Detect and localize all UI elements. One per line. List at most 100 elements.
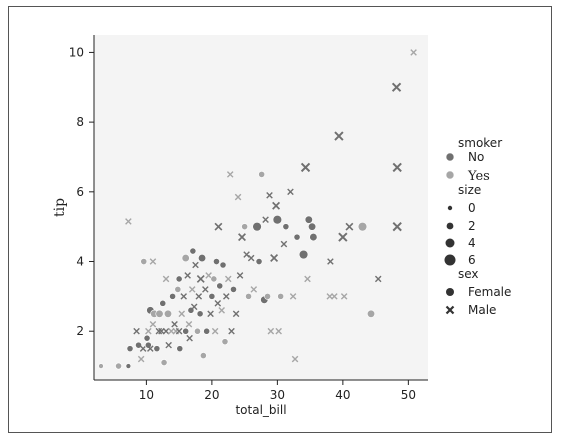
x-ticks: 10 20 30 40 50: [139, 380, 416, 402]
data-point-female: [309, 233, 318, 242]
data-point-male: [165, 341, 172, 349]
legend-title-sex: sex: [458, 267, 479, 281]
data-point-female: [98, 363, 104, 369]
data-point-male: [195, 293, 203, 300]
data-point-male: [175, 327, 183, 335]
data-point-male: [270, 254, 279, 263]
x-tick-label: 50: [401, 388, 416, 402]
data-point-female: [196, 310, 204, 318]
data-point-female: [194, 327, 201, 335]
legend-label-size-6: 6: [468, 253, 476, 267]
data-point-female: [143, 334, 151, 342]
y-ticks: 2 4 6 8 10: [69, 45, 94, 338]
data-point-male: [327, 258, 334, 265]
data-point-male: [125, 218, 132, 225]
data-point-female: [153, 345, 161, 353]
y-tick-label: 8: [76, 115, 84, 129]
data-point-female: [203, 327, 211, 335]
legend-title-smoker: smoker: [458, 136, 502, 150]
legend-label-female: Female: [468, 285, 511, 299]
data-point-male: [338, 232, 348, 242]
data-point-female: [221, 338, 229, 346]
data-point-male: [250, 286, 258, 293]
data-point-male: [236, 272, 244, 279]
data-point-male: [234, 193, 242, 201]
legend-marker-size-4: [445, 238, 455, 248]
data-point-male: [340, 293, 348, 300]
data-point-female: [159, 299, 167, 307]
legend-label-yes: Yes: [467, 169, 490, 184]
data-point-male: [275, 327, 282, 335]
data-point-male: [267, 327, 275, 335]
y-tick-label: 2: [76, 324, 84, 338]
data-point-male: [192, 261, 199, 269]
legend-title-size: size: [458, 183, 481, 197]
data-point-male: [374, 275, 382, 283]
legend-label-no: No: [468, 150, 484, 164]
data-point-female: [213, 258, 220, 265]
data-points: [98, 49, 417, 370]
data-point-male: [205, 272, 212, 279]
data-point-female: [219, 261, 227, 269]
data-point-female: [264, 292, 271, 300]
data-point-female: [208, 292, 216, 300]
data-point-male: [137, 355, 145, 363]
data-point-female: [366, 309, 376, 318]
legend: smoker No Yes size 0 2 4 6 sex Female Ma…: [444, 136, 511, 317]
legend-label-size-0: 0: [468, 201, 476, 215]
data-point-male: [247, 254, 255, 262]
data-point-female: [216, 282, 224, 290]
data-point-male: [300, 162, 311, 173]
data-point-male: [410, 49, 417, 56]
data-point-female: [126, 345, 134, 353]
data-point-male: [392, 162, 402, 173]
data-point-male: [188, 286, 196, 293]
data-point-male: [228, 327, 235, 335]
data-point-male: [243, 251, 250, 258]
data-point-female: [155, 309, 164, 318]
data-point-male: [304, 275, 311, 283]
data-point-male: [147, 345, 154, 352]
data-point-male: [289, 293, 297, 300]
data-point-female: [252, 221, 262, 232]
data-point-female: [160, 359, 168, 366]
x-axis-label: total_bill: [235, 403, 286, 417]
data-point-male: [186, 334, 193, 342]
data-point-female: [308, 222, 317, 231]
data-point-female: [272, 214, 283, 225]
data-point-male: [145, 327, 152, 335]
data-point-male: [171, 320, 178, 328]
data-point-female: [258, 170, 266, 178]
data-point-male: [155, 327, 163, 335]
data-point-male: [214, 222, 223, 231]
data-point-female: [241, 223, 249, 231]
data-point-male: [287, 188, 294, 196]
data-point-female: [199, 352, 207, 360]
data-point-female: [144, 341, 152, 349]
legend-label-size-4: 4: [468, 236, 476, 250]
data-point-male: [190, 303, 198, 311]
legend-marker-yes: [445, 170, 455, 180]
data-point-male: [149, 258, 157, 265]
x-tick-label: 20: [204, 388, 219, 402]
data-point-female: [189, 247, 197, 255]
y-tick-label: 4: [76, 255, 84, 269]
data-point-male: [266, 192, 273, 199]
data-point-female: [140, 258, 148, 265]
data-point-male: [280, 240, 288, 248]
data-point-male: [334, 131, 344, 141]
legend-label-size-2: 2: [468, 219, 476, 233]
data-point-male: [391, 82, 402, 92]
data-point-male: [232, 310, 240, 318]
data-point-male: [223, 293, 230, 300]
y-tick-label: 6: [76, 185, 84, 199]
data-point-female: [163, 309, 173, 318]
data-point-female: [298, 249, 309, 260]
data-point-male: [238, 233, 246, 242]
data-point-female: [169, 292, 176, 300]
data-point-female: [230, 285, 237, 293]
data-point-male: [224, 275, 232, 283]
data-point-male: [207, 310, 214, 318]
legend-marker-size-2: [446, 222, 454, 230]
